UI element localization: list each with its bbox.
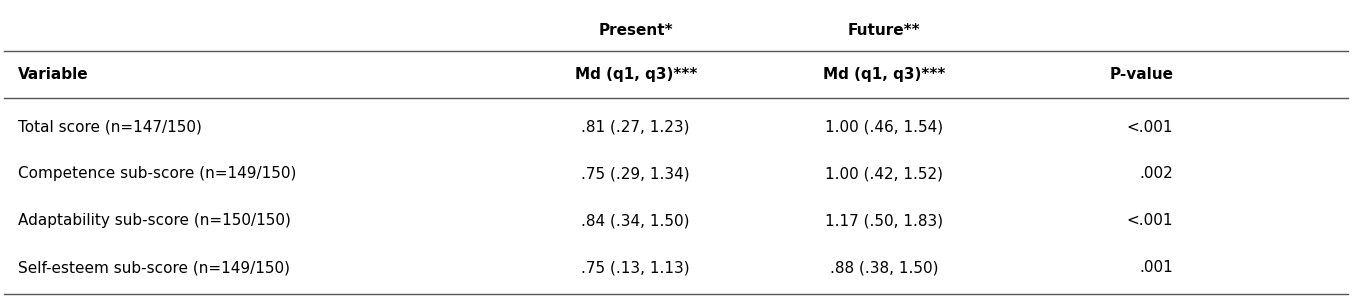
Text: 1.00 (.42, 1.52): 1.00 (.42, 1.52) [825, 166, 944, 182]
Text: .75 (.13, 1.13): .75 (.13, 1.13) [581, 260, 690, 275]
Text: Md (q1, q3)***: Md (q1, q3)*** [575, 67, 696, 82]
Text: Md (q1, q3)***: Md (q1, q3)*** [823, 67, 945, 82]
Text: .002: .002 [1140, 166, 1174, 182]
Text: P-value: P-value [1109, 67, 1174, 82]
Text: 1.17 (.50, 1.83): 1.17 (.50, 1.83) [825, 213, 944, 228]
Text: Competence sub-score (n=149/150): Competence sub-score (n=149/150) [18, 166, 296, 182]
Text: 1.00 (.46, 1.54): 1.00 (.46, 1.54) [825, 119, 944, 135]
Text: <.001: <.001 [1126, 119, 1174, 135]
Text: Adaptability sub-score (n=150/150): Adaptability sub-score (n=150/150) [18, 213, 291, 228]
Text: .88 (.38, 1.50): .88 (.38, 1.50) [830, 260, 938, 275]
Text: Present*: Present* [599, 23, 673, 38]
Text: .84 (.34, 1.50): .84 (.34, 1.50) [581, 213, 690, 228]
Text: <.001: <.001 [1126, 213, 1174, 228]
Text: .001: .001 [1140, 260, 1174, 275]
Text: Total score (n=147/150): Total score (n=147/150) [18, 119, 201, 135]
Text: .81 (.27, 1.23): .81 (.27, 1.23) [581, 119, 690, 135]
Text: Future**: Future** [848, 23, 921, 38]
Text: Self-esteem sub-score (n=149/150): Self-esteem sub-score (n=149/150) [18, 260, 289, 275]
Text: .75 (.29, 1.34): .75 (.29, 1.34) [581, 166, 690, 182]
Text: Variable: Variable [18, 67, 88, 82]
